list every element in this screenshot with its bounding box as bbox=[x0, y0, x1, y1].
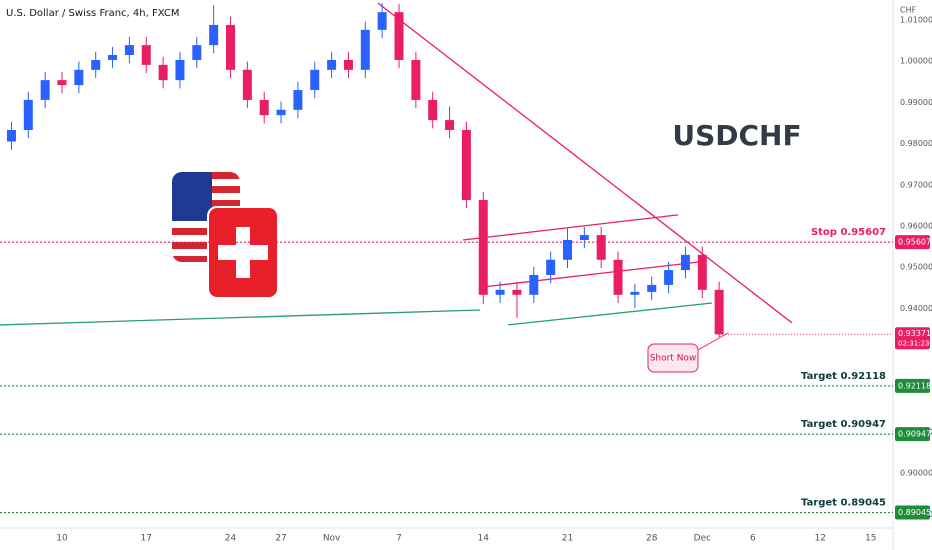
candle-body bbox=[6, 129, 16, 142]
level-label: Stop 0.95607 bbox=[811, 227, 886, 238]
callout-box bbox=[647, 343, 699, 373]
candle-body bbox=[192, 45, 202, 60]
y-tick-label: 0.95000 bbox=[900, 263, 932, 272]
candle-body bbox=[461, 129, 471, 201]
candle-body bbox=[377, 12, 387, 30]
level-axis-box bbox=[895, 505, 930, 520]
x-tick-label: 15 bbox=[865, 534, 876, 544]
x-tick-label: 28 bbox=[646, 534, 658, 544]
candle-body bbox=[428, 99, 438, 121]
candle-body bbox=[310, 69, 320, 91]
level-axis-box bbox=[895, 378, 930, 393]
x-tick-label: 24 bbox=[225, 534, 237, 544]
x-tick-label: 17 bbox=[141, 534, 152, 544]
callout-pointer bbox=[697, 332, 729, 351]
candle-body bbox=[546, 259, 556, 276]
candle-body bbox=[158, 64, 168, 81]
y-tick-label: 0.98000 bbox=[900, 139, 932, 148]
candle-body bbox=[714, 289, 724, 335]
y-tick-label: 0.97000 bbox=[900, 180, 932, 189]
x-tick-label: 7 bbox=[396, 534, 402, 544]
level-axis-box bbox=[895, 427, 930, 442]
symbol-annotation: USDCHF bbox=[672, 119, 801, 152]
short-now-callout: Short Now bbox=[647, 332, 729, 373]
y-tick-label: 0.90000 bbox=[900, 469, 932, 478]
y-tick-label: 1.01000 bbox=[900, 15, 932, 24]
level-axis-box bbox=[895, 235, 930, 250]
candle-body bbox=[445, 120, 455, 130]
candle-body bbox=[478, 200, 488, 295]
candle-body bbox=[630, 291, 640, 295]
candle-body bbox=[209, 24, 219, 46]
level-label: Target 0.89045 bbox=[801, 498, 886, 509]
last-price-label: 0.93371 bbox=[898, 329, 931, 338]
candle-body bbox=[57, 80, 67, 86]
level-axis-label: 0.89045 bbox=[898, 508, 931, 517]
candle-body bbox=[529, 275, 539, 295]
swiss-flag bbox=[207, 206, 279, 299]
x-tick-label: 27 bbox=[275, 534, 286, 544]
candle-body bbox=[175, 59, 185, 81]
countdown-label: 02:31:23 bbox=[898, 339, 929, 347]
candle-body bbox=[697, 254, 707, 290]
chart-title: U.S. Dollar / Swiss Franc, 4h, FXCM bbox=[6, 8, 179, 19]
candle-body bbox=[647, 284, 657, 292]
candle-body bbox=[74, 69, 84, 86]
level-axis-label: 0.95607 bbox=[898, 238, 931, 247]
candle-body bbox=[495, 289, 505, 295]
candle-body bbox=[327, 59, 337, 70]
level-label: Target 0.90947 bbox=[801, 419, 886, 430]
trend-line bbox=[483, 261, 701, 288]
y-tick-label: 0.99000 bbox=[900, 98, 932, 107]
level-axis-label: 0.92118 bbox=[898, 381, 931, 390]
candle-body bbox=[124, 45, 134, 56]
candle-body bbox=[411, 59, 421, 100]
trend-line bbox=[377, 2, 793, 324]
candle-body bbox=[394, 12, 404, 60]
x-tick-label: 12 bbox=[815, 534, 826, 544]
candle-body bbox=[108, 55, 118, 60]
candle-body bbox=[680, 254, 690, 271]
candle-body bbox=[293, 90, 303, 110]
candle-body bbox=[664, 270, 674, 285]
candle-body bbox=[360, 29, 370, 70]
candle-body bbox=[91, 59, 101, 70]
candle-body bbox=[141, 45, 151, 65]
y-tick-label: 1.00000 bbox=[900, 57, 932, 66]
x-tick-label: Dec bbox=[694, 534, 711, 544]
candle-body bbox=[562, 240, 572, 260]
candle-body bbox=[613, 259, 623, 295]
candle-body bbox=[40, 80, 50, 100]
candle-body bbox=[242, 69, 252, 100]
y-tick-label: 0.94000 bbox=[900, 304, 932, 313]
level-label: Target 0.92118 bbox=[801, 371, 886, 382]
candle-body bbox=[259, 99, 269, 116]
candle-body bbox=[596, 235, 606, 260]
candle-body bbox=[276, 109, 286, 116]
trend-line bbox=[0, 309, 481, 326]
x-tick-label: 14 bbox=[478, 534, 490, 544]
last-price-box bbox=[895, 327, 930, 350]
callout-text: Short Now bbox=[650, 354, 697, 364]
candle-body bbox=[226, 24, 236, 70]
trend-line bbox=[507, 302, 713, 326]
level-axis-label: 0.90947 bbox=[898, 430, 931, 439]
trend-line bbox=[462, 214, 679, 241]
candle-body bbox=[579, 235, 589, 240]
candle-body bbox=[343, 59, 353, 70]
x-tick-label: 21 bbox=[562, 534, 573, 544]
y-tick-label: 0.96000 bbox=[900, 221, 932, 230]
currency-label: CHF bbox=[900, 6, 917, 15]
x-tick-label: 6 bbox=[750, 534, 756, 544]
x-tick-label: 10 bbox=[56, 534, 68, 544]
candle-body bbox=[512, 289, 522, 295]
x-tick-label: Nov bbox=[323, 534, 341, 544]
candle-body bbox=[23, 99, 33, 130]
